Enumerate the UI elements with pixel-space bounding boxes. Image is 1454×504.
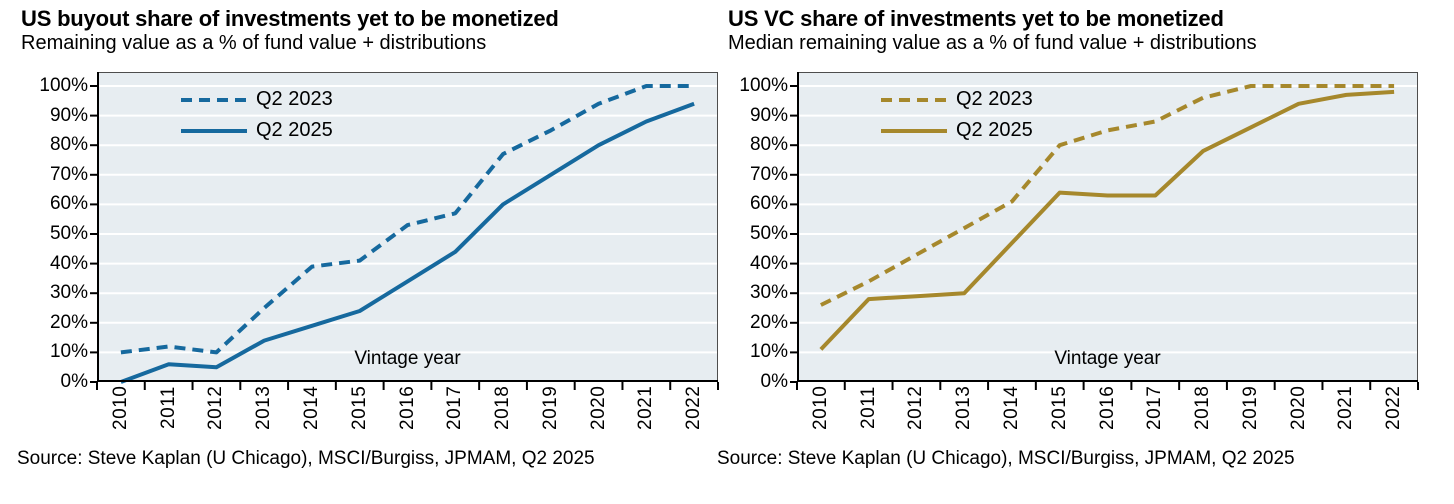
y-axis-tick-label: 20% xyxy=(749,311,788,333)
y-axis-tick-label: 80% xyxy=(749,134,788,156)
x-axis-tick-label: 2015 xyxy=(348,386,370,431)
chart-title: US buyout share of investments yet to be… xyxy=(21,6,559,31)
x-axis-tick-label: 2022 xyxy=(1383,386,1405,431)
legend: Q2 2023 Q2 2025 xyxy=(181,84,333,146)
dashed-line-sample-icon xyxy=(181,97,247,102)
x-axis-tick-label: 2017 xyxy=(1144,386,1166,431)
x-axis-tick-label: 2021 xyxy=(635,386,657,431)
x-axis-tick-label: 2013 xyxy=(253,386,275,431)
x-axis-tick-label: 2014 xyxy=(1000,386,1022,431)
legend-item: Q2 2025 xyxy=(881,115,1033,146)
y-axis-tick-label: 100% xyxy=(739,75,788,96)
buyout-chart-panel: US buyout share of investments yet to be… xyxy=(17,6,719,469)
x-axis-tick-label: 2010 xyxy=(109,386,131,431)
y-axis-tick-label: 90% xyxy=(49,104,88,126)
x-axis-inner-label: Vintage year xyxy=(1054,348,1161,369)
plot-area: 0% 10% 20% 30% 40% 50% 60% 70% 80% 90% 100% 2010 20… xyxy=(39,72,719,430)
plot-area: 0% 10% 20% 30% 40% 50% 60% 70% 80% 90% 100% 2010 20… xyxy=(739,72,1419,430)
y-axis-tick-label: 30% xyxy=(49,282,88,304)
source-note: Source: Steve Kaplan (U Chicago), MSCI/B… xyxy=(717,448,1295,469)
source-note: Source: Steve Kaplan (U Chicago), MSCI/B… xyxy=(17,448,595,469)
y-axis-tick-label: 80% xyxy=(49,134,88,156)
x-axis-tick-label: 2018 xyxy=(492,386,514,431)
x-axis-tick-label: 2020 xyxy=(587,386,609,431)
y-axis-tick-label: 0% xyxy=(760,371,788,392)
y-axis-tick-label: 40% xyxy=(749,252,788,274)
legend-label: Q2 2023 xyxy=(956,88,1033,110)
y-axis-tick-label: 20% xyxy=(49,311,88,333)
y-axis-tick-label: 10% xyxy=(49,341,88,363)
x-axis-tick-label: 2019 xyxy=(539,386,561,431)
x-axis-tick-label: 2012 xyxy=(905,386,927,431)
x-axis-tick-label: 2015 xyxy=(1048,386,1070,431)
y-axis-tick-label: 10% xyxy=(749,341,788,363)
series-line-solid xyxy=(819,89,1395,351)
series-line-dashed xyxy=(820,84,1395,307)
y-axis-tick-label: 0% xyxy=(60,371,88,392)
legend-label: Q2 2025 xyxy=(256,119,333,141)
y-axis-tick-label: 70% xyxy=(749,163,788,185)
solid-line-sample-icon xyxy=(181,128,247,133)
y-axis-tick-label: 40% xyxy=(49,252,88,274)
y-axis-tick-label: 30% xyxy=(749,282,788,304)
legend-item: Q2 2023 xyxy=(881,84,1033,115)
vc-chart-panel: US VC share of investments yet to be mon… xyxy=(716,0,1454,504)
x-axis-tick-label: 2011 xyxy=(157,386,179,429)
x-axis-tick-label: 2011 xyxy=(857,386,879,429)
y-axis-tick-label: 100% xyxy=(39,75,88,96)
x-axis-tick-label: 2014 xyxy=(300,386,322,431)
y-axis-tick-label: 60% xyxy=(749,193,788,215)
x-axis-tick-label: 2019 xyxy=(1239,386,1261,431)
y-axis-tick-label: 50% xyxy=(49,223,88,244)
chart-canvas xyxy=(90,72,719,390)
x-axis-tick-label: 2022 xyxy=(683,386,705,431)
y-axis-tick-label: 60% xyxy=(49,193,88,215)
x-axis-tick-label: 2020 xyxy=(1287,386,1309,431)
legend-label: Q2 2023 xyxy=(256,88,333,110)
chart-canvas xyxy=(790,72,1419,390)
plot-background xyxy=(797,72,1418,382)
legend-label: Q2 2025 xyxy=(956,119,1033,141)
x-axis-tick-label: 2016 xyxy=(1096,386,1118,431)
y-axis-tick-label: 70% xyxy=(49,163,88,185)
legend-item: Q2 2025 xyxy=(181,115,333,146)
chart-subtitle: Median remaining value as a % of fund va… xyxy=(728,32,1257,54)
x-axis-tick-label: 2010 xyxy=(809,386,831,431)
chart-title: US VC share of investments yet to be mon… xyxy=(728,6,1224,31)
y-axis-tick-label: 50% xyxy=(749,223,788,244)
legend: Q2 2023 Q2 2025 xyxy=(881,84,1033,146)
x-axis-inner-label: Vintage year xyxy=(354,348,461,369)
series-line-dashed xyxy=(120,84,695,355)
x-axis-tick-label: 2012 xyxy=(205,386,227,431)
dashed-line-sample-icon xyxy=(881,97,947,102)
legend-item: Q2 2023 xyxy=(181,84,333,115)
x-axis-tick-label: 2017 xyxy=(444,386,466,431)
chart-subtitle: Remaining value as a % of fund value + d… xyxy=(21,32,487,54)
x-axis-tick-label: 2021 xyxy=(1335,386,1357,431)
y-axis-tick-label: 90% xyxy=(749,104,788,126)
series-line-solid xyxy=(120,101,695,384)
x-axis-tick-label: 2013 xyxy=(953,386,975,431)
solid-line-sample-icon xyxy=(881,128,947,133)
x-axis-tick-label: 2016 xyxy=(396,386,418,431)
x-axis-tick-label: 2018 xyxy=(1192,386,1214,431)
